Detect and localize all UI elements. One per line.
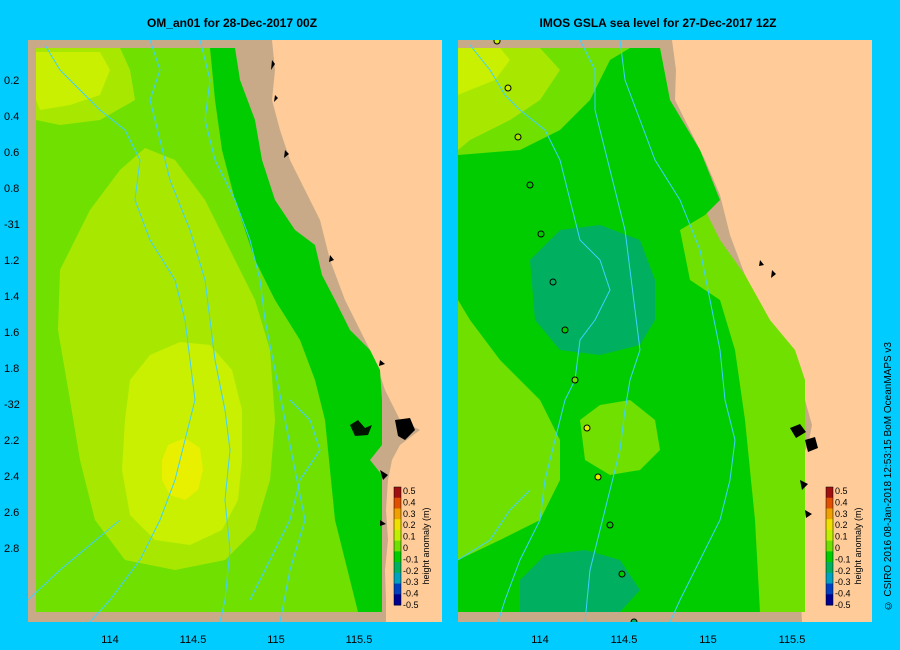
right-panel-title: IMOS GSLA sea level for 27-Dec-2017 12Z — [539, 16, 777, 30]
x-tick-label: 115.5 — [346, 634, 373, 646]
right-colorbar: 0.50.4 0.30.2 0.10-0.1 -0.2-0.3 -0.4-0.5 heig… — [825, 486, 863, 610]
x-tick-label: 114 — [101, 634, 119, 646]
y-tick-label: 2.4 — [4, 471, 19, 483]
right-bathymetry-lines — [458, 40, 736, 622]
left-panel-title: OM_an01 for 28-Dec-2017 00Z — [146, 16, 318, 30]
colorbar-tick-label: 0.5 — [403, 486, 416, 496]
colorbar-tick-label: -0.1 — [835, 554, 851, 564]
x-tick-label: 114.5 — [180, 634, 207, 646]
right-map-panel — [458, 40, 872, 622]
colorbar-swatch — [394, 562, 401, 574]
x-tick-label: 115.5 — [779, 634, 806, 646]
colorbar-tick-label: 0.2 — [835, 520, 848, 530]
x-tick-label: 114.5 — [611, 634, 638, 646]
colorbar-swatch — [394, 572, 401, 585]
colorbar-tick-label: -0.5 — [835, 600, 851, 610]
colorbar-swatch — [826, 529, 833, 542]
colorbar-swatch — [826, 594, 833, 606]
colorbar-tick-label: 0.4 — [835, 497, 848, 507]
colorbar-swatch — [394, 497, 401, 509]
colorbar-swatch — [394, 540, 401, 552]
colorbar-tick-label: -0.2 — [835, 566, 851, 576]
copyright-text: © CSIRO 2016 08-Jan-2018 12:53:15 BoM Oc… — [883, 341, 894, 610]
left-colorbar: 0.50.4 0.30.2 0.10-0.1 -0.2-0.3 -0.4-0.5 heig… — [393, 486, 431, 610]
y-tick-label: 2.2 — [4, 435, 19, 447]
colorbar-tick-label: 0.1 — [835, 532, 848, 542]
colorbar-swatch — [394, 508, 401, 520]
y-tick-label: 1.2 — [4, 255, 19, 267]
y-axis-ticks: 0.2 0.4 0.6 0.8 -31 1.2 1.4 1.6 1.8 -32 2.2 2.4 2.6 2… — [4, 75, 20, 555]
colorbar-tick-label: -0.2 — [403, 566, 419, 576]
y-tick-label: 1.6 — [4, 327, 19, 339]
colorbar-tick-label: -0.5 — [403, 600, 419, 610]
colorbar-tick-label: 0 — [403, 543, 408, 553]
y-tick-label: 0.8 — [4, 183, 19, 195]
y-tick-label: 2.6 — [4, 507, 19, 519]
colorbar-tick-label: 0.4 — [403, 497, 416, 507]
y-tick-label: 2.8 — [4, 543, 19, 555]
colorbar-swatch — [394, 529, 401, 542]
x-tick-label: 115 — [267, 634, 285, 646]
colorbar-swatch — [394, 594, 401, 606]
colorbar-tick-label: 0 — [835, 543, 840, 553]
colorbar-swatch — [826, 497, 833, 509]
left-x-axis-ticks: 114 114.5 115 115.5 — [101, 634, 372, 646]
colorbar-tick-label: -0.1 — [403, 554, 419, 564]
x-tick-label: 115 — [699, 634, 717, 646]
y-tick-label: -31 — [4, 219, 20, 231]
colorbar-tick-label: -0.3 — [403, 577, 419, 587]
y-tick-label: 0.6 — [4, 147, 19, 159]
colorbar-title: height anomaly (m) — [853, 507, 863, 584]
y-tick-label: 0.2 — [4, 75, 19, 87]
colorbar-swatch — [826, 487, 833, 499]
colorbar-tick-label: 0.3 — [835, 509, 848, 519]
x-tick-label: 114 — [531, 634, 549, 646]
colorbar-swatch — [394, 551, 401, 563]
colorbar-swatch — [826, 572, 833, 585]
y-tick-label: 0.4 — [4, 111, 19, 123]
colorbar-swatch — [826, 551, 833, 563]
left-bathymetry-lines — [28, 40, 321, 622]
colorbar-swatch — [394, 583, 401, 595]
colorbar-swatch — [394, 487, 401, 499]
right-observation-points — [493, 40, 638, 622]
y-tick-label: -32 — [4, 399, 20, 411]
y-tick-label: 1.8 — [4, 363, 19, 375]
colorbar-swatch — [826, 508, 833, 520]
colorbar-tick-label: -0.4 — [403, 589, 419, 599]
colorbar-tick-label: -0.3 — [835, 577, 851, 587]
colorbar-tick-label: -0.4 — [835, 589, 851, 599]
left-map-panel — [28, 40, 442, 622]
colorbar-title: height anomaly (m) — [421, 507, 431, 584]
right-x-axis-ticks: 114 114.5 115 115.5 — [531, 634, 805, 646]
right-contour-neg015 — [530, 225, 655, 355]
colorbar-swatch — [826, 519, 833, 531]
colorbar-tick-label: 0.2 — [403, 520, 416, 530]
colorbar-swatch — [826, 562, 833, 574]
colorbar-swatch — [826, 540, 833, 552]
colorbar-swatch — [394, 519, 401, 531]
colorbar-swatch — [826, 583, 833, 595]
y-tick-label: 1.4 — [4, 291, 19, 303]
colorbar-tick-label: 0.3 — [403, 509, 416, 519]
colorbar-tick-label: 0.5 — [835, 486, 848, 496]
left-contour-02 — [162, 438, 203, 500]
colorbar-tick-label: 0.1 — [403, 532, 416, 542]
